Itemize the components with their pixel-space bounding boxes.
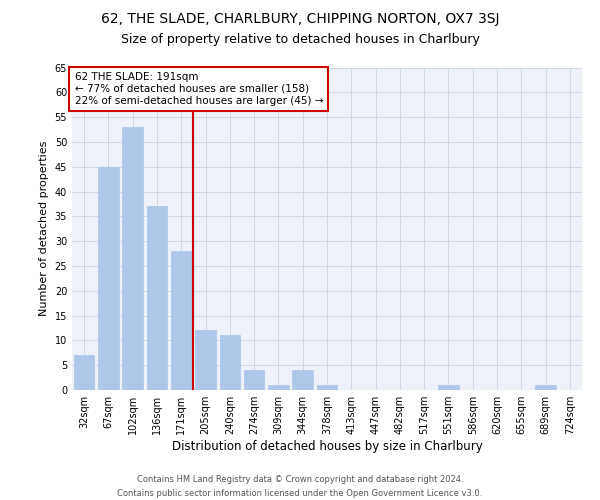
- Bar: [535, 385, 556, 390]
- Bar: [74, 356, 94, 390]
- Bar: [438, 385, 459, 390]
- Bar: [244, 370, 265, 390]
- Bar: [146, 206, 167, 390]
- Bar: [268, 385, 289, 390]
- Text: 62 THE SLADE: 191sqm
← 77% of detached houses are smaller (158)
22% of semi-deta: 62 THE SLADE: 191sqm ← 77% of detached h…: [74, 72, 323, 106]
- Bar: [195, 330, 216, 390]
- X-axis label: Distribution of detached houses by size in Charlbury: Distribution of detached houses by size …: [172, 440, 482, 453]
- Bar: [317, 385, 337, 390]
- Text: Contains HM Land Registry data © Crown copyright and database right 2024.
Contai: Contains HM Land Registry data © Crown c…: [118, 476, 482, 498]
- Text: Size of property relative to detached houses in Charlbury: Size of property relative to detached ho…: [121, 32, 479, 46]
- Bar: [220, 336, 240, 390]
- Bar: [292, 370, 313, 390]
- Bar: [122, 127, 143, 390]
- Y-axis label: Number of detached properties: Number of detached properties: [39, 141, 49, 316]
- Bar: [171, 251, 191, 390]
- Text: 62, THE SLADE, CHARLBURY, CHIPPING NORTON, OX7 3SJ: 62, THE SLADE, CHARLBURY, CHIPPING NORTO…: [101, 12, 499, 26]
- Bar: [98, 166, 119, 390]
